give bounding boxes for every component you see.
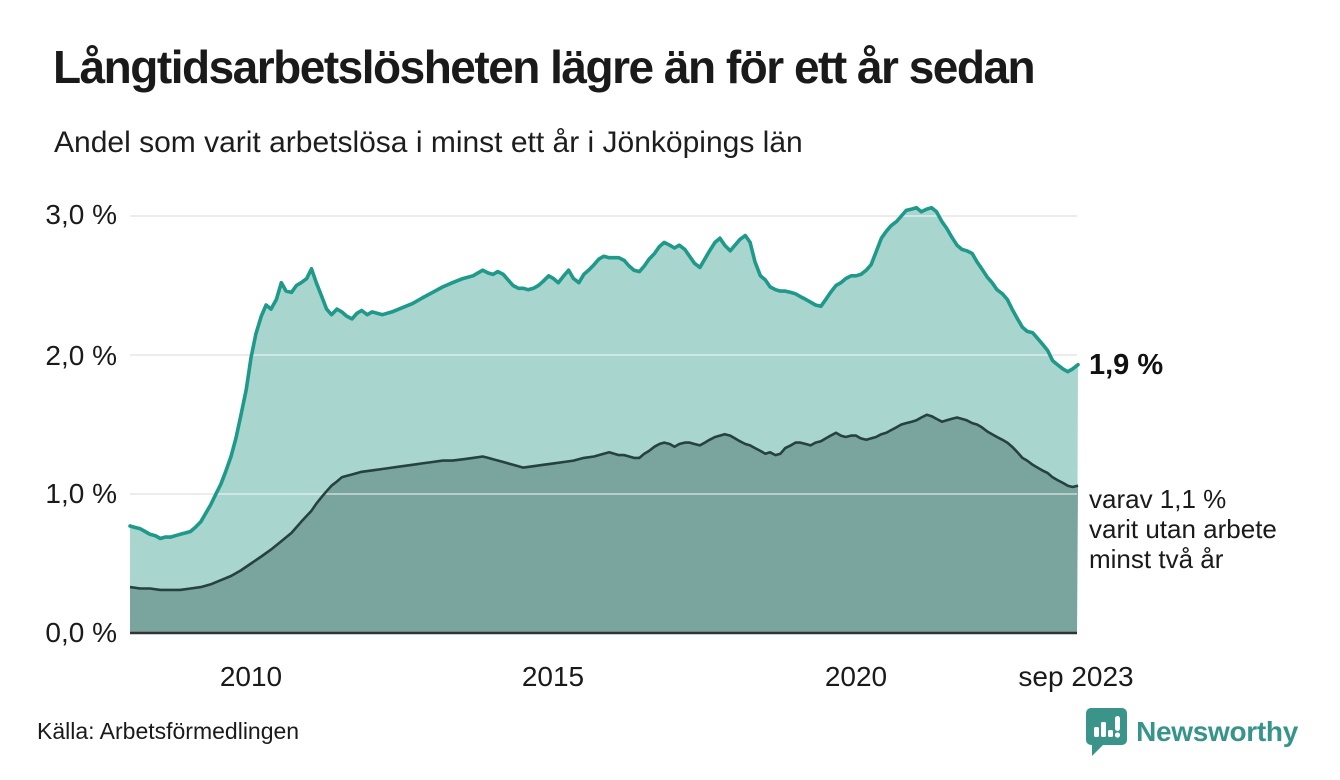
- chart-subtitle: Andel som varit arbetslösa i minst ett å…: [54, 126, 803, 159]
- x-tick-label: 2015: [521, 661, 585, 692]
- source-credit: Källa: Arbetsförmedlingen: [37, 718, 300, 744]
- y-tick-label: 3,0 %: [45, 199, 117, 230]
- y-tick-label: 1,0 %: [45, 478, 117, 509]
- line-two-years: [129, 413, 1079, 592]
- series-end-value-label: 1,9 %: [1089, 349, 1164, 381]
- line-total: [128, 205, 1080, 541]
- newsworthy-wordmark: Newsworthy: [1136, 716, 1298, 747]
- area-fill: [130, 414, 1078, 633]
- annotation-line: varav 1,1 %: [1089, 484, 1227, 514]
- inner-series-annotation: varav 1,1 % varit utan arbete minst två …: [1089, 484, 1277, 574]
- x-tick-label: 2010: [219, 661, 283, 692]
- y-tick-label: 2,0 %: [45, 340, 117, 371]
- newsworthy-logo: Newsworthy: [1086, 708, 1298, 756]
- annotation-line: varit utan arbete: [1089, 514, 1277, 544]
- newsworthy-speech-bubble-chart-icon: [1086, 708, 1128, 756]
- x-tick-label: 2020: [824, 661, 888, 692]
- x-tick-label: sep 2023: [1018, 661, 1134, 692]
- y-tick-label: 0,0 %: [45, 617, 117, 648]
- annotation-line: minst två år: [1089, 544, 1224, 574]
- page-title: Långtidsarbetslösheten lägre än för ett …: [53, 41, 1036, 93]
